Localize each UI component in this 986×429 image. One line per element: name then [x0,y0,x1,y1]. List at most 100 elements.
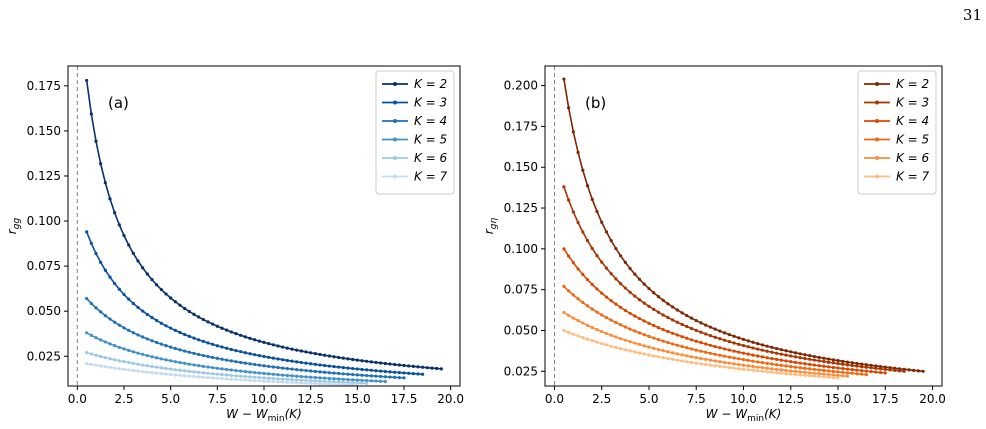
data-point [346,366,350,370]
data-point [374,369,378,373]
data-point [323,353,327,357]
legend-marker [393,156,397,160]
data-point [751,340,755,344]
data-point [173,373,177,377]
data-point [239,374,243,378]
data-point [94,139,98,143]
data-point [845,367,850,371]
x-tick-label: 20.0 [919,392,946,406]
data-point [281,380,285,384]
data-point [271,372,275,376]
data-point [192,363,196,367]
data-point [756,360,760,364]
x-tick-label: 10.0 [730,392,757,406]
data-point [229,368,233,372]
data-point [332,380,336,384]
data-point [304,361,308,365]
data-point [89,333,93,337]
data-point [234,374,238,378]
data-point [141,266,145,270]
data-point [201,364,205,368]
data-point [379,379,383,383]
data-point [197,364,201,368]
data-point [262,376,266,380]
data-point [685,354,689,358]
data-point [760,348,765,352]
data-point [864,372,868,377]
data-point [159,342,163,346]
data-point [826,360,831,364]
data-point [770,356,774,361]
x-tick-label: 0.0 [545,392,564,406]
data-point [276,380,280,384]
data-point [713,344,717,349]
data-point [567,330,571,334]
data-point [897,369,902,373]
legend-item: K = 4 [864,114,929,128]
data-point [89,352,93,356]
data-point [285,358,289,363]
data-point [595,328,599,332]
y-axis-label: rgη [482,218,499,235]
data-point [633,341,637,345]
legend-label: K = 3 [414,96,447,110]
data-point [708,363,713,367]
data-point [803,356,807,361]
data-point [206,354,210,359]
data-point [355,373,359,377]
data-point [860,365,864,369]
data-point [379,369,383,373]
y-tick-label: 0.025 [504,364,538,378]
legend-item: K = 7 [382,170,448,184]
data-point [604,266,609,270]
data-point [89,362,93,366]
data-point [921,369,925,373]
x-axis-label: W − Wmin(K) [706,407,782,424]
data-point [765,361,769,365]
data-point [647,345,651,349]
data-point [369,368,373,372]
data-point [341,365,345,370]
data-point [826,365,831,369]
data-point [656,325,661,330]
data-point [267,376,271,380]
data-point [173,328,177,333]
data-point [732,366,736,370]
data-point [808,367,812,371]
data-point [737,336,741,340]
data-point [699,356,703,361]
data-point [619,347,623,351]
data-point [637,316,642,321]
data-point [694,348,698,352]
data-point [234,377,238,382]
data-point [407,364,411,368]
data-point [836,366,840,370]
data-point [113,320,117,324]
panel-label: (b) [585,94,606,112]
data-point [609,344,613,348]
data-point [220,373,224,377]
data-point [113,281,117,286]
data-point [774,346,779,351]
data-point [718,353,722,357]
data-point [774,351,779,355]
data-point [789,354,793,358]
data-point [831,358,835,362]
data-point [562,77,566,81]
data-point [878,364,883,369]
data-point [770,362,774,366]
data-point [661,339,665,343]
data-point [774,363,779,367]
data-point [225,373,229,377]
data-point [793,369,798,374]
data-point [855,372,859,376]
data-point [141,352,145,357]
data-point [637,331,642,335]
series-line-k2 [562,77,925,373]
data-point [614,277,618,281]
data-point [187,362,191,366]
y-tick-label: 0.025 [27,349,61,363]
data-point [793,372,798,377]
data-point [206,365,210,369]
data-point [609,239,613,243]
